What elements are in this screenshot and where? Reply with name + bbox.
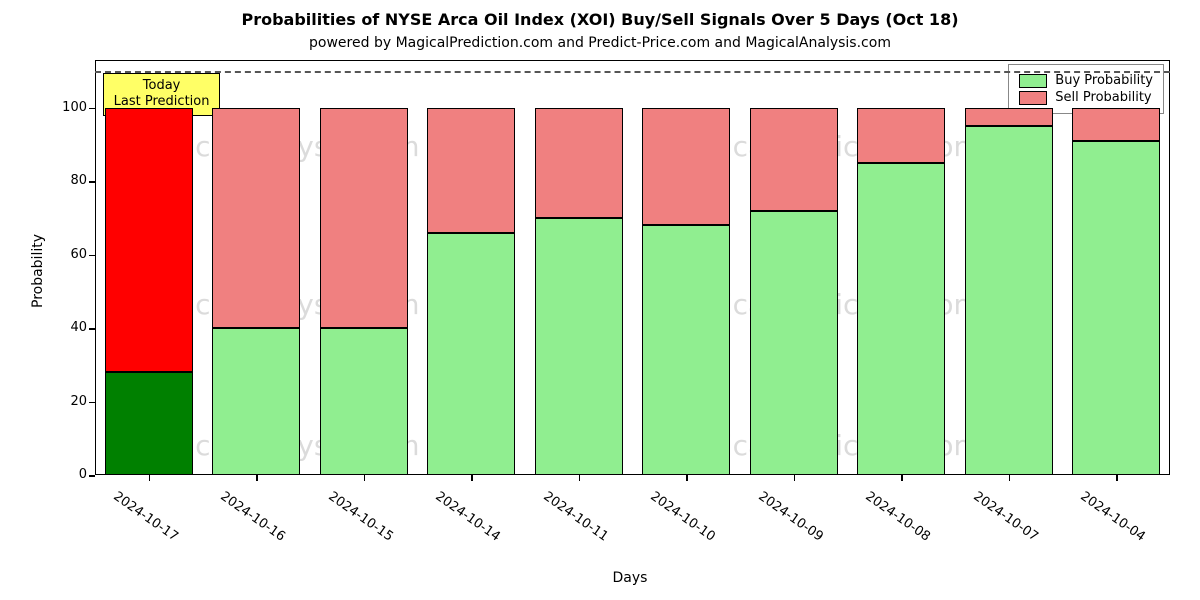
buy-bar: [1072, 141, 1160, 475]
y-tick-mark: [89, 181, 95, 183]
x-tick-mark: [471, 475, 473, 481]
x-tick-mark: [149, 475, 151, 481]
legend-label-sell: Sell Probability: [1055, 90, 1151, 105]
sell-bar: [320, 108, 408, 328]
x-tick-mark: [1116, 475, 1118, 481]
buy-bar: [105, 372, 193, 475]
sell-bar: [212, 108, 300, 328]
sell-bar: [105, 108, 193, 372]
y-tick-mark: [89, 402, 95, 404]
buy-bar: [965, 126, 1053, 475]
x-tick-mark: [901, 475, 903, 481]
x-tick-label: 2024-10-15: [325, 489, 396, 545]
buy-bar: [642, 225, 730, 475]
y-tick-mark: [89, 255, 95, 257]
x-tick-mark: [579, 475, 581, 481]
buy-bar: [427, 233, 515, 475]
sell-bar: [535, 108, 623, 218]
y-tick-label: 60: [47, 247, 87, 262]
sell-bar: [857, 108, 945, 163]
x-tick-mark: [794, 475, 796, 481]
sell-bar: [965, 108, 1053, 126]
x-tick-label: 2024-10-10: [648, 489, 719, 545]
annotation-line1: Today: [114, 78, 210, 94]
sell-bar: [427, 108, 515, 233]
y-tick-label: 100: [47, 100, 87, 115]
legend-swatch-buy: [1019, 74, 1047, 88]
x-tick-label: 2024-10-11: [540, 489, 611, 545]
y-tick-label: 40: [47, 320, 87, 335]
x-tick-mark: [256, 475, 258, 481]
y-tick-mark: [89, 328, 95, 330]
y-tick-label: 20: [47, 394, 87, 409]
y-tick-label: 80: [47, 173, 87, 188]
y-tick-mark: [89, 475, 95, 477]
legend-item-sell: Sell Probability: [1019, 90, 1153, 105]
x-tick-label: 2024-10-14: [433, 489, 504, 545]
x-axis-label: Days: [613, 570, 648, 586]
buy-bar: [750, 211, 838, 475]
buy-bar: [212, 328, 300, 475]
y-axis-label: Probability: [30, 233, 46, 307]
buy-bar: [320, 328, 408, 475]
x-tick-label: 2024-10-04: [1078, 489, 1149, 545]
buy-bar: [535, 218, 623, 475]
legend-label-buy: Buy Probability: [1055, 73, 1153, 88]
x-tick-label: 2024-10-09: [755, 489, 826, 545]
reference-line: [95, 71, 1170, 73]
chart-title: Probabilities of NYSE Arca Oil Index (XO…: [0, 10, 1200, 29]
x-tick-mark: [1009, 475, 1011, 481]
x-tick-label: 2024-10-17: [110, 489, 181, 545]
sell-bar: [1072, 108, 1160, 141]
buy-bar: [857, 163, 945, 475]
y-tick-mark: [89, 108, 95, 110]
legend-item-buy: Buy Probability: [1019, 73, 1153, 88]
chart-container: Probabilities of NYSE Arca Oil Index (XO…: [0, 0, 1200, 600]
sell-bar: [750, 108, 838, 211]
chart-subtitle: powered by MagicalPrediction.com and Pre…: [0, 35, 1200, 51]
x-tick-label: 2024-10-16: [218, 489, 289, 545]
x-tick-label: 2024-10-08: [863, 489, 934, 545]
y-tick-label: 0: [47, 467, 87, 482]
x-tick-mark: [686, 475, 688, 481]
x-tick-label: 2024-10-07: [970, 489, 1041, 545]
legend-swatch-sell: [1019, 91, 1047, 105]
sell-bar: [642, 108, 730, 226]
x-tick-mark: [364, 475, 366, 481]
